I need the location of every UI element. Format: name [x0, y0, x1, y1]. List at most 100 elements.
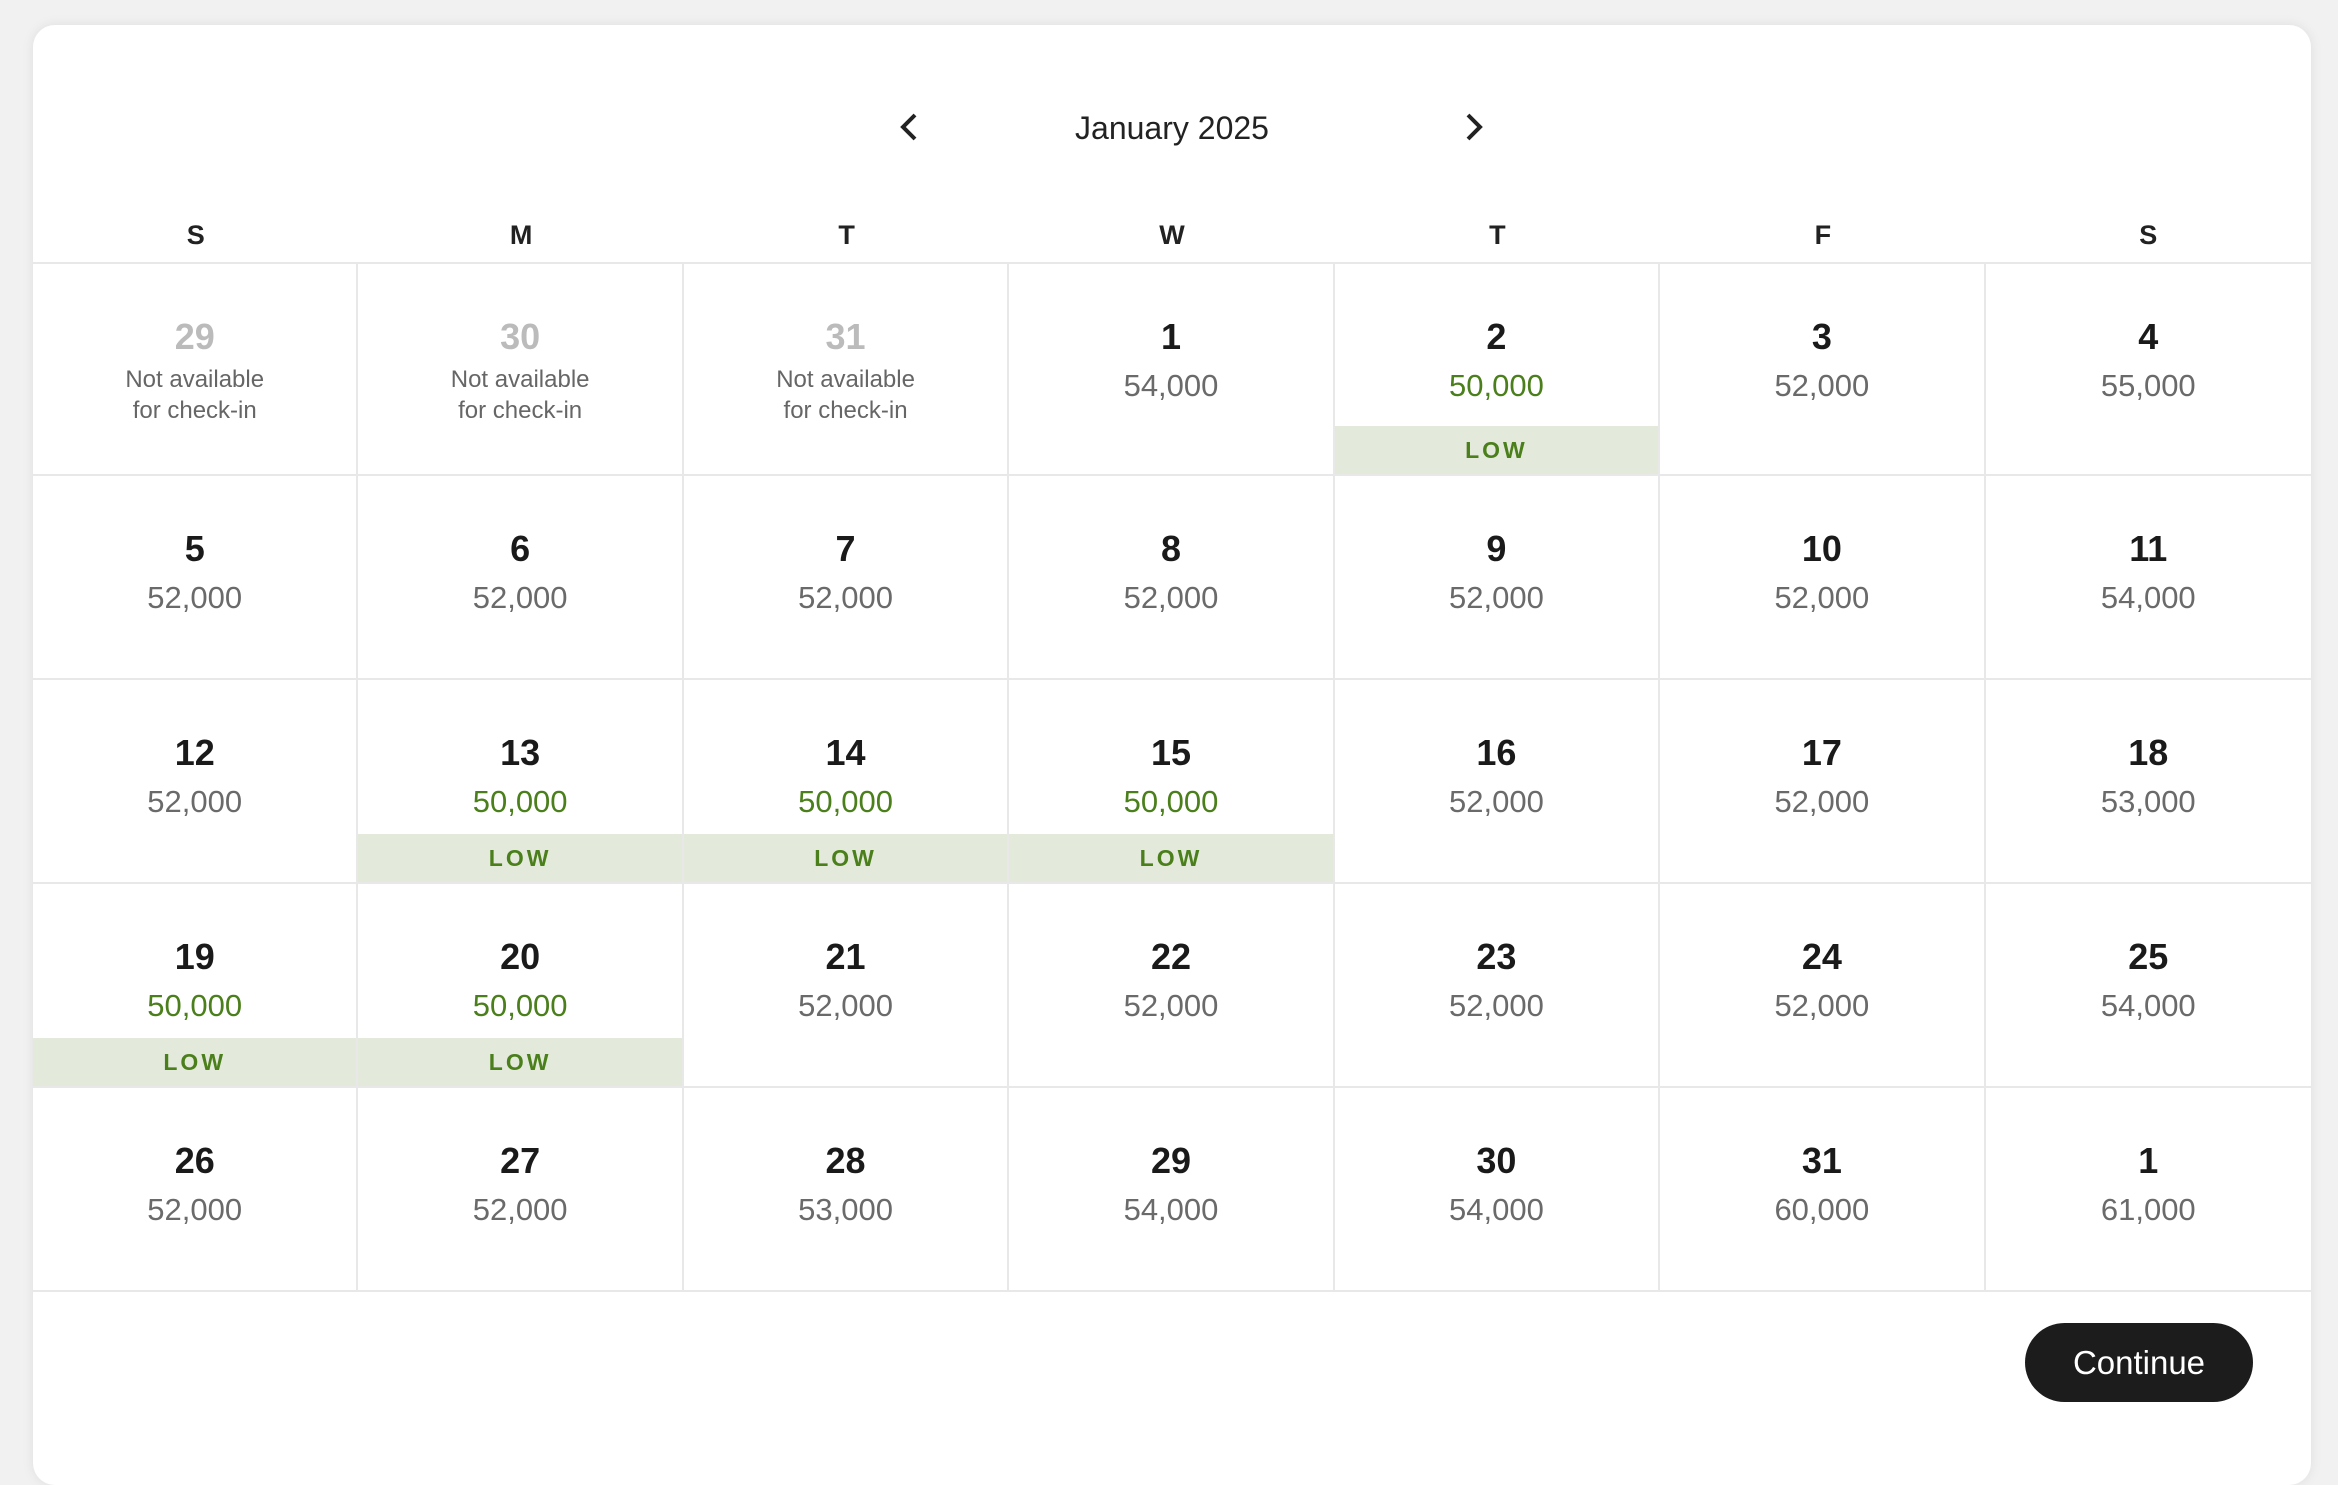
day-price: 54,000: [1449, 1192, 1544, 1227]
day-price: 52,000: [1449, 580, 1544, 615]
day-price: 53,000: [2100, 784, 2196, 819]
day-number: 12: [174, 732, 215, 773]
date-cell[interactable]: 10 52,000: [1660, 476, 1986, 678]
date-cell[interactable]: 28 53,000: [684, 1088, 1010, 1290]
day-number: 29: [174, 316, 215, 357]
date-cell[interactable]: 23 52,000: [1335, 884, 1661, 1086]
day-number: 31: [825, 316, 866, 357]
day-number: 9: [1486, 528, 1507, 569]
day-price: 50,000: [1449, 368, 1544, 403]
date-cell: 31 Not available for check-in: [684, 264, 1010, 474]
day-price: 52,000: [147, 784, 243, 819]
day-price: 50,000: [798, 784, 893, 819]
day-number: 2: [1486, 316, 1507, 357]
day-price: 61,000: [2100, 1192, 2196, 1227]
day-number: 4: [2138, 316, 2159, 357]
day-price: 50,000: [472, 784, 568, 819]
day-price: 52,000: [472, 580, 568, 615]
date-cell[interactable]: 3 52,000: [1660, 264, 1986, 474]
date-cell[interactable]: 25 54,000: [1986, 884, 2311, 1086]
day-number: 19: [174, 936, 215, 977]
date-cell[interactable]: 19 50,000 LOW: [33, 884, 359, 1086]
date-cell[interactable]: 26 52,000: [33, 1088, 359, 1290]
day-number: 27: [500, 1140, 541, 1181]
date-cell[interactable]: 7 52,000: [684, 476, 1010, 678]
week-row: 12 52,000 13 50,000 LOW 14 50,000 LOW 15 50,000 LO…: [33, 680, 2311, 884]
day-number: 8: [1160, 528, 1181, 569]
day-price: 54,000: [2100, 580, 2196, 615]
date-cell[interactable]: 21 52,000: [684, 884, 1010, 1086]
date-cell[interactable]: 17 52,000: [1660, 680, 1986, 882]
date-cell[interactable]: 13 50,000 LOW: [358, 680, 684, 882]
day-number: 30: [1476, 1140, 1517, 1181]
day-number: 13: [500, 732, 541, 773]
day-number: 17: [1801, 732, 1842, 773]
date-cell[interactable]: 6 52,000: [358, 476, 684, 678]
date-cell[interactable]: 8 52,000: [1009, 476, 1335, 678]
date-cell[interactable]: 1 61,000: [1986, 1088, 2311, 1290]
day-number: 31: [1801, 1140, 1842, 1181]
day-number: 24: [1801, 936, 1842, 977]
date-cell[interactable]: 4 55,000: [1986, 264, 2311, 474]
continue-button[interactable]: Continue: [2025, 1323, 2253, 1402]
date-cell[interactable]: 20 50,000 LOW: [358, 884, 684, 1086]
date-cell[interactable]: 18 53,000: [1986, 680, 2311, 882]
day-price: 52,000: [1774, 580, 1870, 615]
day-number: 16: [1476, 732, 1517, 773]
note-line: Not available: [125, 366, 265, 393]
day-number: 11: [2129, 528, 2168, 569]
week-row: 26 52,000 27 52,000 28 53,000 29 54,000 30 54,000…: [33, 1088, 2311, 1292]
date-cell[interactable]: 29 54,000: [1009, 1088, 1335, 1290]
weekday-label: M: [509, 220, 533, 250]
prev-month[interactable]: [890, 107, 930, 147]
week-row: 19 50,000 LOW 20 50,000 LOW 21 52,000 22 52,000 23…: [33, 884, 2311, 1088]
day-price: 52,000: [798, 580, 893, 615]
day-price: 52,000: [1774, 784, 1870, 819]
weekday-label: T: [838, 220, 855, 250]
next-month[interactable]: [1453, 107, 1493, 147]
low-price-tag: LOW: [1334, 426, 1659, 474]
day-number: 15: [1150, 732, 1192, 773]
note-line: Not available: [450, 366, 590, 393]
date-cell[interactable]: 11 54,000: [1986, 476, 2311, 678]
week-row: 5 52,000 6 52,000 7 52,000 8 52,000 9 52,000 10 52,…: [33, 476, 2311, 680]
day-number: 22: [1150, 936, 1192, 977]
date-cell[interactable]: 14 50,000 LOW: [683, 680, 1010, 882]
date-cell[interactable]: 27 52,000: [358, 1088, 684, 1290]
day-number: 30: [500, 316, 541, 357]
date-cell[interactable]: 9 52,000: [1335, 476, 1661, 678]
day-price: 50,000: [147, 988, 243, 1023]
date-cell[interactable]: 22 52,000: [1009, 884, 1335, 1086]
note-line: for check-in: [783, 397, 908, 424]
low-price-tag: LOW: [1009, 834, 1333, 882]
day-price: 55,000: [2100, 368, 2196, 403]
date-cell[interactable]: 31 60,000: [1660, 1088, 1986, 1290]
day-price: 52,000: [1123, 580, 1219, 615]
day-price: 54,000: [1123, 1192, 1219, 1227]
day-price: 52,000: [1449, 784, 1544, 819]
date-cell[interactable]: 15 50,000 LOW: [1009, 680, 1335, 882]
date-cell[interactable]: 30 54,000: [1335, 1088, 1661, 1290]
availability-note: Not available for check-in: [358, 364, 681, 426]
date-cell[interactable]: 16 52,000: [1335, 680, 1661, 882]
date-cell[interactable]: 12 52,000: [33, 680, 359, 882]
date-cell[interactable]: 5 52,000: [33, 476, 359, 678]
day-price: 50,000: [1123, 784, 1219, 819]
day-number: 18: [2128, 732, 2169, 773]
day-number: 23: [1476, 936, 1517, 977]
day-price: 52,000: [1774, 988, 1870, 1023]
day-price: 52,000: [472, 1192, 568, 1227]
date-cell[interactable]: 24 52,000: [1660, 884, 1986, 1086]
low-price-tag: LOW: [33, 1038, 357, 1086]
date-cell[interactable]: 1 54,000: [1009, 264, 1335, 474]
day-number: 28: [825, 1140, 866, 1181]
date-cell[interactable]: 2 50,000 LOW: [1334, 264, 1661, 474]
day-price: 52,000: [1774, 368, 1870, 403]
date-grid: 29 Not available for check-in 30 Not availab…: [33, 262, 2311, 1292]
day-number: 6: [510, 528, 531, 569]
day-number: 3: [1811, 316, 1832, 357]
day-price: 52,000: [147, 1192, 243, 1227]
low-price-tag: LOW: [358, 1038, 682, 1086]
